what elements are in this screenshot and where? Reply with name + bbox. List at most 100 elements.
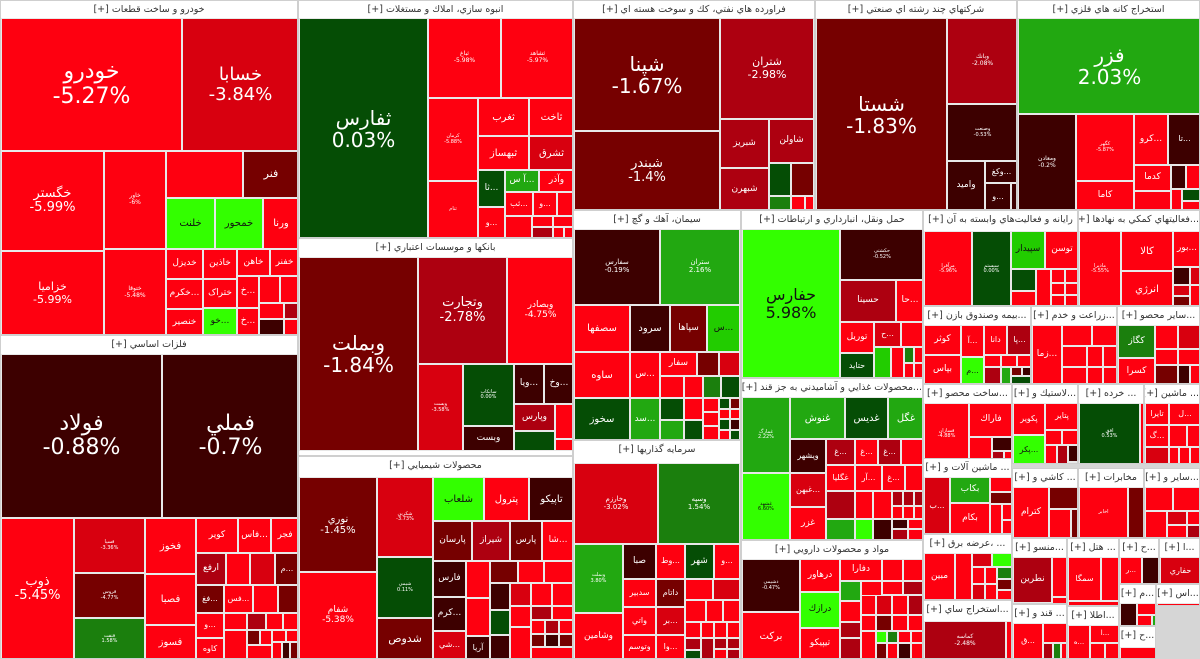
stock-tile[interactable]: شبريز <box>720 119 769 168</box>
stock-tile[interactable] <box>685 579 713 600</box>
stock-tile[interactable]: ...غ <box>826 439 855 465</box>
stock-tile[interactable]: پتاير <box>1045 403 1077 430</box>
stock-tile[interactable] <box>840 638 861 658</box>
stock-tile[interactable] <box>892 615 908 631</box>
stock-tile[interactable]: وآذر <box>539 170 572 192</box>
sector-title-expand[interactable]: ... قند و [+] <box>1013 605 1066 622</box>
stock-tile[interactable]: شتران -2.98% <box>720 18 814 119</box>
stock-tile[interactable]: ثبهساز <box>478 136 529 170</box>
stock-tile[interactable]: ...و <box>478 207 505 237</box>
stock-tile[interactable] <box>559 620 572 634</box>
stock-tile[interactable] <box>997 567 1011 579</box>
stock-tile[interactable] <box>1178 325 1199 349</box>
sector-title-expand[interactable]: ... ماشين آلات و [+] <box>924 459 1011 476</box>
stock-tile[interactable] <box>1036 269 1051 305</box>
stock-tile[interactable] <box>1134 191 1171 209</box>
stock-tile[interactable]: ستران 2.16% <box>660 229 740 305</box>
stock-tile[interactable] <box>713 579 740 600</box>
stock-tile[interactable] <box>1169 425 1187 447</box>
stock-tile[interactable]: ...غبهن <box>790 473 826 507</box>
stock-tile[interactable] <box>272 630 286 642</box>
stock-tile[interactable] <box>260 630 272 645</box>
stock-tile[interactable]: ...وخ <box>544 364 572 404</box>
stock-tile[interactable] <box>1173 296 1190 305</box>
stock-tile[interactable] <box>730 430 740 439</box>
sector-title-expand[interactable]: شركتهاي چند رشته اي صنعتي [+] <box>816 1 1016 18</box>
stock-tile[interactable] <box>1004 451 1011 463</box>
stock-tile[interactable] <box>1120 603 1137 625</box>
stock-tile[interactable]: ...ثا <box>478 170 505 207</box>
stock-tile[interactable] <box>990 492 1011 504</box>
stock-tile[interactable] <box>1011 367 1022 376</box>
stock-tile[interactable] <box>714 638 727 649</box>
stock-tile[interactable]: غزر <box>790 507 826 539</box>
stock-tile[interactable]: ...تا <box>1168 114 1199 165</box>
stock-tile[interactable]: کویر <box>196 518 238 553</box>
stock-tile[interactable] <box>769 196 791 209</box>
stock-tile[interactable] <box>703 398 719 412</box>
stock-tile[interactable]: خنصیر <box>166 309 203 334</box>
stock-tile[interactable] <box>1043 623 1066 643</box>
stock-tile[interactable]: ...غ <box>878 439 901 465</box>
stock-tile[interactable]: ...شي <box>433 631 466 658</box>
stock-tile[interactable] <box>1179 447 1190 463</box>
stock-tile[interactable] <box>1186 165 1199 189</box>
stock-tile[interactable]: فسوز <box>145 625 196 658</box>
stock-tile[interactable]: ومعادن -0.2% <box>1018 114 1076 209</box>
stock-tile[interactable]: واميد <box>947 161 985 209</box>
stock-tile[interactable]: وشامين <box>574 613 623 658</box>
stock-tile[interactable] <box>1011 376 1030 383</box>
stock-tile[interactable] <box>247 645 272 658</box>
stock-tile[interactable] <box>1155 325 1178 349</box>
stock-tile[interactable]: ...غ <box>855 439 878 465</box>
stock-tile[interactable] <box>727 622 740 638</box>
stock-tile[interactable] <box>908 595 922 615</box>
stock-tile[interactable]: ...ح <box>874 322 901 347</box>
stock-tile[interactable] <box>532 227 553 237</box>
stock-tile[interactable]: ...و <box>533 192 557 216</box>
stock-tile[interactable] <box>505 216 532 237</box>
stock-tile[interactable]: شكربن -3.73% <box>377 477 433 557</box>
sector-title-expand[interactable]: انبوه سازي، املاك و مستغلات [+] <box>299 1 572 18</box>
stock-tile[interactable]: ...ثب <box>505 192 533 216</box>
stock-tile[interactable] <box>972 584 985 599</box>
stock-tile[interactable] <box>685 600 706 622</box>
stock-tile[interactable]: حفاري <box>1160 557 1199 583</box>
stock-tile[interactable]: فولاد -0.88% <box>1 354 162 518</box>
stock-tile[interactable]: وبصادر -4.75% <box>507 257 572 364</box>
stock-tile[interactable] <box>284 303 297 319</box>
sector-title-expand[interactable]: ...فعاليتهاي كمكي به نهادها [+] <box>1079 211 1199 228</box>
stock-tile[interactable]: ورنا <box>263 198 297 249</box>
stock-tile[interactable] <box>1190 365 1199 383</box>
sector-title-expand[interactable]: ... ،عرضه برق [+] <box>924 535 1011 552</box>
stock-tile[interactable] <box>247 630 260 645</box>
stock-tile[interactable] <box>1101 557 1118 601</box>
stock-tile[interactable]: ...فاس <box>238 518 271 553</box>
sector-title-expand[interactable]: ...ح [+] <box>1120 539 1158 556</box>
stock-tile[interactable] <box>903 506 914 519</box>
stock-tile[interactable]: ...فس <box>224 585 253 613</box>
stock-tile[interactable] <box>1182 189 1199 201</box>
stock-tile[interactable]: حتايد <box>840 353 874 377</box>
stock-tile[interactable] <box>1145 487 1173 511</box>
sector-title-expand[interactable]: خودرو و ساخت قطعات [+] <box>1 1 297 18</box>
stock-tile[interactable]: كوثر <box>924 325 961 355</box>
stock-tile[interactable] <box>1052 557 1066 597</box>
stock-tile[interactable] <box>1045 445 1057 463</box>
stock-tile[interactable]: ...و <box>196 613 224 638</box>
sector-title-expand[interactable]: ...بيمه وصندوق بازن [+] <box>924 307 1030 324</box>
stock-tile[interactable] <box>559 634 572 647</box>
stock-tile[interactable] <box>984 355 1001 367</box>
stock-tile[interactable]: ...ر <box>1120 557 1142 583</box>
stock-tile[interactable] <box>1049 487 1077 509</box>
stock-tile[interactable] <box>1190 267 1199 285</box>
stock-tile[interactable] <box>914 363 922 377</box>
stock-tile[interactable]: درازك <box>800 592 840 628</box>
stock-tile[interactable] <box>1171 165 1186 189</box>
stock-tile[interactable] <box>514 431 555 451</box>
stock-tile[interactable] <box>876 615 892 631</box>
stock-tile[interactable]: خلنت <box>166 198 215 249</box>
stock-tile[interactable] <box>861 595 876 615</box>
stock-tile[interactable] <box>904 347 914 363</box>
stock-tile[interactable] <box>969 437 992 463</box>
